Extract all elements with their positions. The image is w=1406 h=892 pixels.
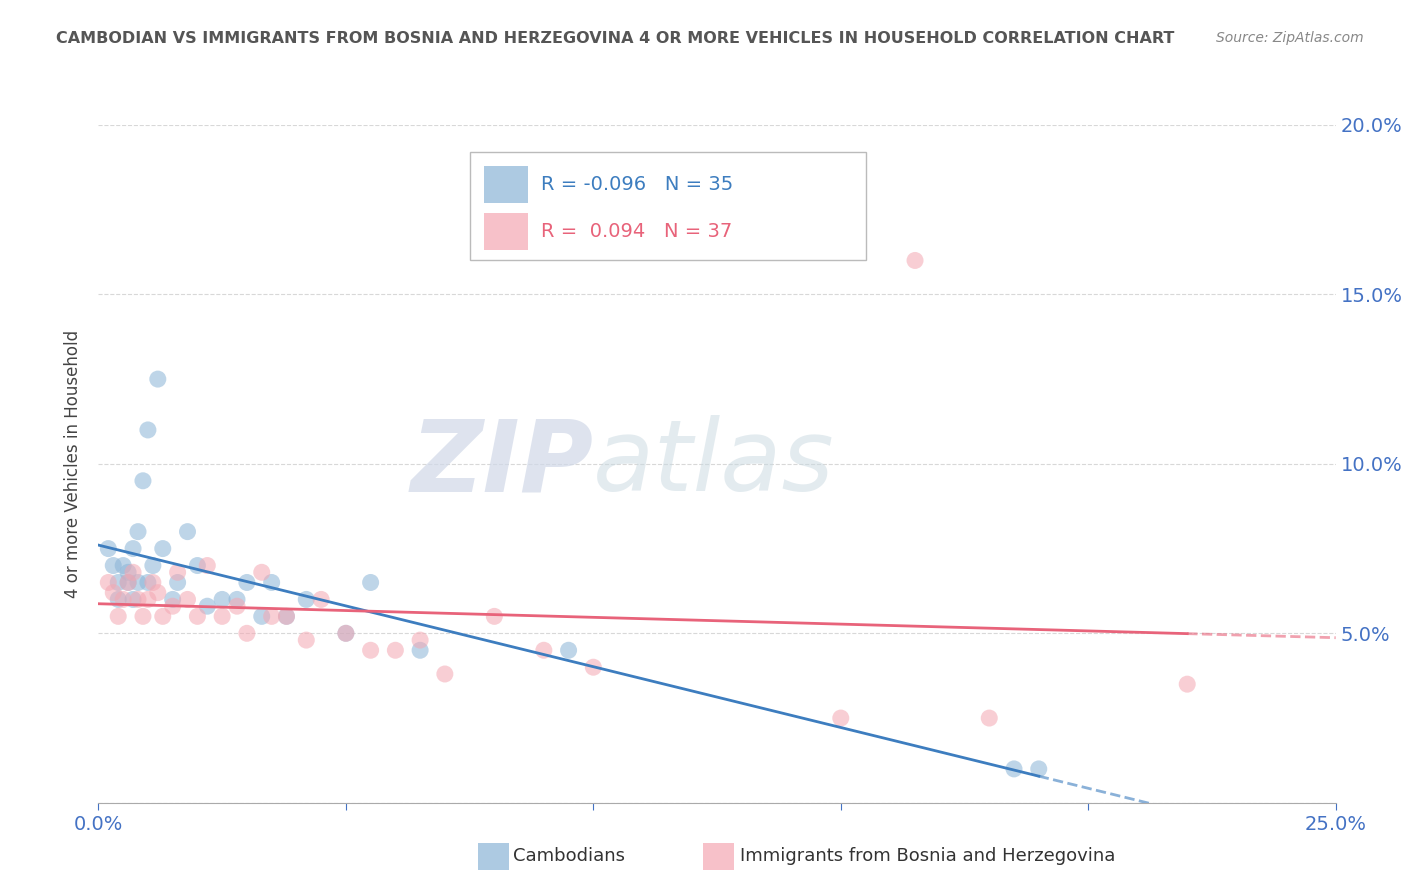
Point [127,524,149,539]
Point [166,566,188,580]
Point [260,575,283,590]
Point [152,609,174,624]
Point [117,575,139,590]
Point [176,524,198,539]
Text: ZIP: ZIP [411,416,593,512]
Point [295,633,318,648]
Point [260,609,283,624]
Point [211,609,233,624]
Point [360,575,382,590]
Point [236,626,259,640]
Point [276,609,298,624]
Point [557,643,579,657]
Text: Cambodians: Cambodians [513,847,626,865]
Point [122,592,145,607]
Text: Source: ZipAtlas.com: Source: ZipAtlas.com [1216,31,1364,45]
Point [127,592,149,607]
Point [582,660,605,674]
FancyBboxPatch shape [485,166,527,202]
Point [195,599,218,614]
Point [127,575,149,590]
Point [211,592,233,607]
Point [226,599,249,614]
Point [146,585,169,599]
Point [360,643,382,657]
Point [152,541,174,556]
Text: Immigrants from Bosnia and Herzegovina: Immigrants from Bosnia and Herzegovina [740,847,1115,865]
Point [226,592,249,607]
Point [335,626,357,640]
Point [112,558,135,573]
Point [195,558,218,573]
Point [136,592,159,607]
Point [186,609,208,624]
Point [136,575,159,590]
Point [1175,677,1198,691]
Point [142,575,165,590]
Text: atlas: atlas [593,416,835,512]
Point [136,423,159,437]
Point [97,541,120,556]
Point [1028,762,1050,776]
Point [335,626,357,640]
Text: R = -0.096   N = 35: R = -0.096 N = 35 [541,175,734,194]
Point [830,711,852,725]
Point [409,643,432,657]
Point [1002,762,1025,776]
Point [904,253,927,268]
Point [162,599,184,614]
Point [533,643,555,657]
FancyBboxPatch shape [470,152,866,260]
Point [107,592,129,607]
Point [103,558,125,573]
Point [132,474,155,488]
Point [122,566,145,580]
Point [146,372,169,386]
Point [103,585,125,599]
Point [979,711,1001,725]
Point [433,667,456,681]
Point [97,575,120,590]
Point [176,592,198,607]
Point [132,609,155,624]
Point [112,592,135,607]
Point [384,643,406,657]
Point [122,541,145,556]
Point [117,575,139,590]
Point [309,592,332,607]
Text: CAMBODIAN VS IMMIGRANTS FROM BOSNIA AND HERZEGOVINA 4 OR MORE VEHICLES IN HOUSEH: CAMBODIAN VS IMMIGRANTS FROM BOSNIA AND … [56,31,1174,46]
Point [107,609,129,624]
Point [236,575,259,590]
Point [142,558,165,573]
Point [107,575,129,590]
Point [250,566,273,580]
Text: R =  0.094   N = 37: R = 0.094 N = 37 [541,222,733,242]
Y-axis label: 4 or more Vehicles in Household: 4 or more Vehicles in Household [65,330,83,598]
Point [117,566,139,580]
Point [276,609,298,624]
Point [186,558,208,573]
Point [295,592,318,607]
Point [484,609,506,624]
Point [166,575,188,590]
Point [162,592,184,607]
Point [409,633,432,648]
Point [250,609,273,624]
FancyBboxPatch shape [485,213,527,251]
